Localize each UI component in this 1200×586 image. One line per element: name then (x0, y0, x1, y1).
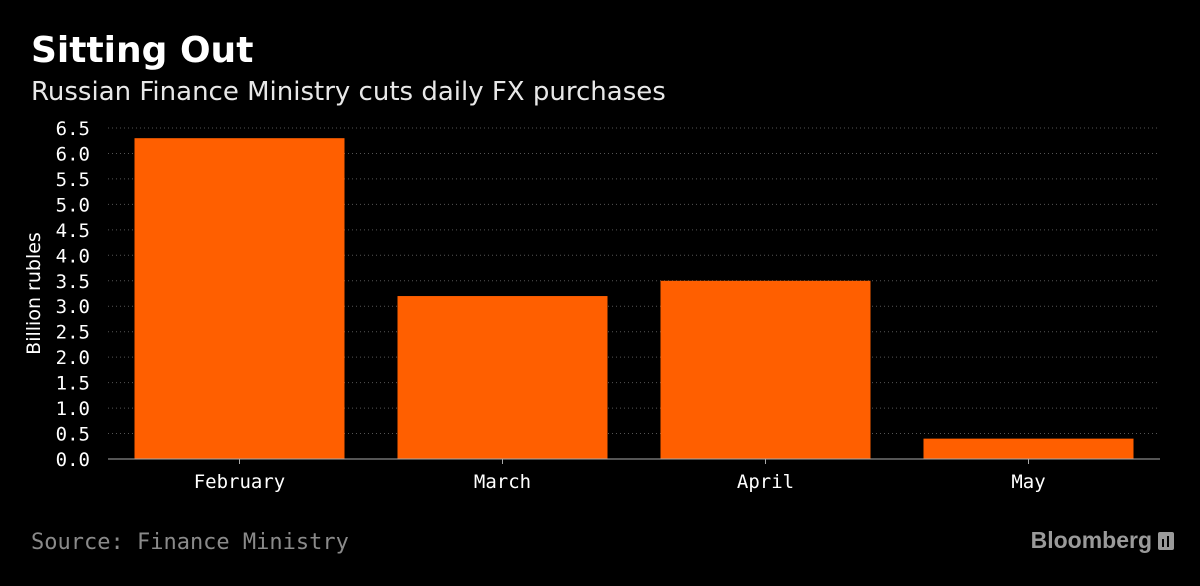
x-tick-label: May (1011, 471, 1045, 493)
y-tick-label: 5.5 (56, 169, 90, 191)
bloomberg-icon (1158, 531, 1174, 550)
y-tick-label: 2.0 (56, 347, 90, 369)
brand-name: Bloomberg (1030, 527, 1152, 553)
y-axis-ticks: 0.0 0.5 1.0 1.5 2.0 2.5 3.0 3.5 4.0 4.5 5.0 5.5 6.0 6… (56, 118, 90, 471)
y-tick-label: 6.0 (56, 143, 90, 165)
y-tick-label: 3.5 (56, 271, 90, 293)
y-tick-label: 4.5 (56, 220, 90, 242)
gridlines (108, 127, 1160, 435)
bar-march (397, 296, 608, 459)
bar-april (660, 280, 871, 459)
y-tick-label: 0.5 (56, 424, 90, 446)
x-tick-label: March (474, 471, 531, 493)
bloomberg-logo: Bloomberg (1031, 527, 1174, 554)
y-axis-label: Billion rubles (23, 232, 45, 355)
y-tick-label: 6.5 (56, 118, 90, 140)
chart-title: Sitting Out (31, 30, 254, 71)
y-tick-label: 2.5 (56, 322, 90, 344)
y-tick-label: 5.0 (56, 194, 90, 216)
x-tick-label: February (194, 471, 286, 493)
y-tick-label: 1.0 (56, 398, 90, 420)
x-tick-label: April (737, 471, 794, 493)
bar-may (923, 438, 1134, 459)
y-tick-label: 1.5 (56, 373, 90, 395)
chart-subtitle: Russian Finance Ministry cuts daily FX p… (31, 77, 666, 107)
x-axis-ticks: February March April May (194, 459, 1046, 493)
bars (134, 138, 1134, 459)
source-note: Source: Finance Ministry (31, 530, 349, 555)
y-tick-label: 0.0 (56, 449, 90, 471)
bar-february (134, 138, 345, 459)
y-tick-label: 4.0 (56, 245, 90, 267)
y-tick-label: 3.0 (56, 296, 90, 318)
